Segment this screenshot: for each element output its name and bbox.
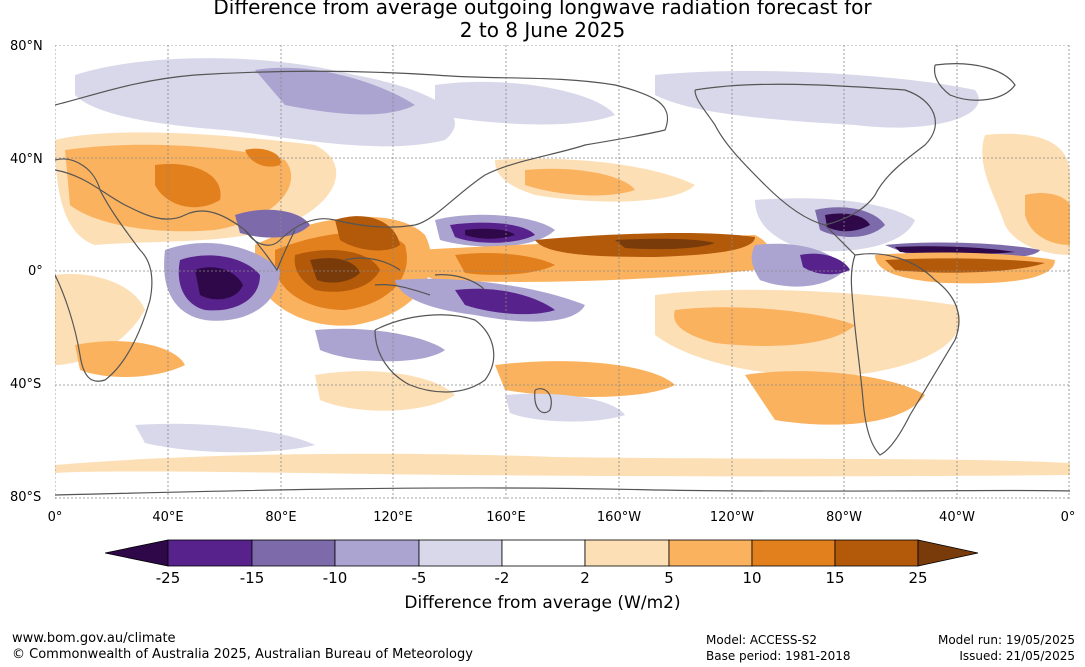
anomaly-region	[255, 67, 415, 115]
colorbar-swatch	[751, 539, 836, 567]
coast-south-america	[850, 253, 960, 456]
title-line-1: Difference from average outgoing longwav…	[213, 0, 872, 19]
map-title: Difference from average outgoing longwav…	[0, 0, 1085, 42]
anomaly-region	[825, 213, 870, 232]
anomaly-region	[315, 328, 445, 362]
lon-label-120w: 120°W	[709, 510, 755, 525]
anomaly-field	[55, 58, 1070, 477]
anomaly-region	[615, 238, 715, 250]
colorbar-swatch	[167, 539, 253, 567]
lon-label-120e: 120°E	[373, 510, 413, 525]
coast-central-america	[824, 224, 856, 256]
anomaly-region	[455, 288, 555, 315]
lat-label-40n: 40°N	[10, 152, 43, 167]
lon-label-40w: 40°W	[939, 510, 975, 525]
colorbar-swatch	[668, 539, 753, 567]
anomaly-region	[674, 307, 855, 346]
footer-model-info: Model: ACCESS-S2 Base period: 1981-2018	[706, 632, 851, 664]
coast-greenland	[933, 63, 1016, 101]
lon-label-160w: 160°W	[596, 510, 642, 525]
footer-dates: Model run: 19/05/2025 Issued: 21/05/2025	[938, 632, 1075, 664]
title-line-2: 2 to 8 June 2025	[459, 18, 626, 42]
graticule	[55, 45, 1070, 499]
model-name: Model: ACCESS-S2	[706, 633, 818, 647]
colorbar-tick: 15	[825, 569, 845, 587]
coast-eurasia	[55, 70, 669, 246]
colorbar-tick: 25	[908, 569, 928, 587]
anomaly-region	[435, 81, 615, 125]
colorbar-tick: 5	[664, 569, 674, 587]
website-link[interactable]: www.bom.gov.au/climate	[12, 631, 176, 646]
colorbar-tick: -10	[322, 569, 348, 587]
lon-label-0: 0°	[47, 510, 63, 525]
lat-label-80s: 80°S	[10, 490, 42, 505]
colorbar-swatch	[584, 539, 670, 567]
coast-maritime	[344, 257, 486, 296]
colorbar-tick: 10	[742, 569, 762, 587]
lat-label-80n: 80°N	[10, 39, 43, 54]
anomaly-region	[195, 267, 243, 300]
anomaly-region	[1025, 193, 1070, 245]
anomaly-region	[525, 168, 635, 196]
colorbar-extend-min	[105, 539, 169, 567]
anomaly-region	[455, 253, 555, 275]
coast-australia	[374, 314, 495, 393]
anomaly-region	[310, 258, 360, 283]
lon-label-0-right: 0°	[1060, 510, 1076, 525]
colorbar-tick: -2	[494, 569, 510, 587]
anomaly-region	[155, 164, 221, 208]
colorbar-tick: -25	[155, 569, 181, 587]
coast-antarctica	[55, 487, 1070, 496]
copyright-text: © Commonwealth of Australia 2025, Austra…	[12, 647, 473, 662]
anomaly-region	[75, 58, 455, 147]
colorbar-swatch	[251, 539, 336, 567]
colorbar	[105, 539, 979, 567]
colorbar-tick: -5	[411, 569, 427, 587]
colorbar-extend-max	[917, 539, 979, 567]
colorbar-tick: 2	[580, 569, 590, 587]
anomaly-region	[895, 246, 1015, 255]
anomaly-region	[135, 423, 315, 453]
anomaly-region	[315, 371, 455, 411]
base-period: Base period: 1981-2018	[706, 649, 851, 663]
colorbar-swatch	[501, 539, 586, 567]
anomaly-region	[465, 228, 515, 239]
anomaly-region	[885, 258, 1045, 273]
anomaly-region	[55, 453, 1070, 477]
lon-label-80w: 80°W	[826, 510, 862, 525]
colorbar-tick: -15	[239, 569, 265, 587]
anomaly-region	[335, 216, 400, 251]
coast-india	[244, 229, 296, 272]
coastlines	[55, 63, 1070, 496]
olr-anomaly-map	[55, 45, 1070, 499]
issued-date: Issued: 21/05/2025	[959, 649, 1075, 663]
anomaly-region	[745, 371, 925, 425]
footer-left: www.bom.gov.au/climate © Commonwealth of…	[12, 631, 473, 663]
coast-nz	[534, 388, 552, 414]
lon-label-40e: 40°E	[152, 510, 184, 525]
lat-label-eq: 0°	[28, 264, 43, 279]
model-run-date: Model run: 19/05/2025	[937, 633, 1075, 647]
lon-label-80e: 80°E	[265, 510, 297, 525]
lon-label-160e: 160°E	[486, 510, 526, 525]
anomaly-region	[75, 341, 185, 377]
colorbar-swatch	[334, 539, 420, 567]
coast-north-america	[694, 83, 936, 226]
colorbar-swatch	[834, 539, 919, 567]
anomaly-region	[245, 148, 281, 167]
lat-label-40s: 40°S	[10, 377, 42, 392]
colorbar-swatch	[418, 539, 503, 567]
anomaly-region	[800, 253, 850, 275]
colorbar-label: Difference from average (W/m2)	[404, 593, 681, 613]
